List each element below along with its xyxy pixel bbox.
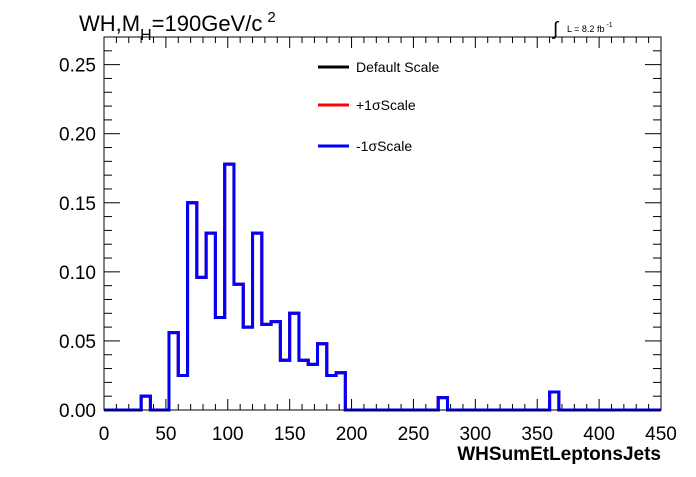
luminosity-label: ∫ L = 8.2 fb -1 [552, 19, 613, 40]
x-tick-label: 450 [645, 424, 677, 445]
luminosity-text: L = 8.2 fb -1 [567, 22, 613, 34]
x-tick-label: 50 [155, 424, 176, 445]
title-superscript: 2 [267, 9, 275, 26]
x-tick-label: 200 [336, 424, 368, 445]
x-tick-label: 0 [99, 424, 110, 445]
title-suffix: =190GeV/c [152, 11, 263, 36]
y-tick-label: 0.00 [59, 401, 96, 422]
luminosity-superscript: -1 [606, 22, 612, 29]
y-tick-labels: 0.00 0.05 0.10 0.15 0.20 0.25 [59, 56, 96, 422]
plot-frame [103, 36, 662, 411]
y-tick-label: 0.15 [59, 194, 96, 215]
integral-symbol: ∫ [552, 19, 560, 40]
x-tick-label: 100 [212, 424, 244, 445]
y-tick-label: 0.20 [59, 125, 96, 146]
legend-label: -1σScale [356, 138, 412, 154]
x-axis-label: WHSumEtLeptonsJets [457, 444, 661, 465]
legend-label: Default Scale [356, 59, 439, 75]
legend: Default Scale +1σScale -1σScale [318, 59, 439, 154]
x-tick-labels: 0 50 100 150 200 250 300 350 400 450 [99, 424, 677, 445]
luminosity-value: L = 8.2 fb [567, 24, 604, 34]
x-tick-label: 350 [521, 424, 553, 445]
y-tick-label: 0.10 [59, 263, 96, 284]
svg-text:WH,MH=190GeV/c2: WH,MH=190GeV/c 2 [79, 9, 276, 44]
x-tick-label: 250 [398, 424, 430, 445]
title-prefix: WH,M [79, 11, 140, 36]
legend-label: +1σScale [356, 97, 416, 113]
title-subscript: H [140, 27, 152, 44]
x-tick-label: 300 [459, 424, 491, 445]
x-tick-label: 150 [274, 424, 306, 445]
chart-title: WH,MH=190GeV/c 2 [79, 9, 276, 44]
y-tick-label: 0.25 [59, 56, 96, 77]
x-tick-label: 400 [583, 424, 615, 445]
y-tick-label: 0.05 [59, 332, 96, 353]
